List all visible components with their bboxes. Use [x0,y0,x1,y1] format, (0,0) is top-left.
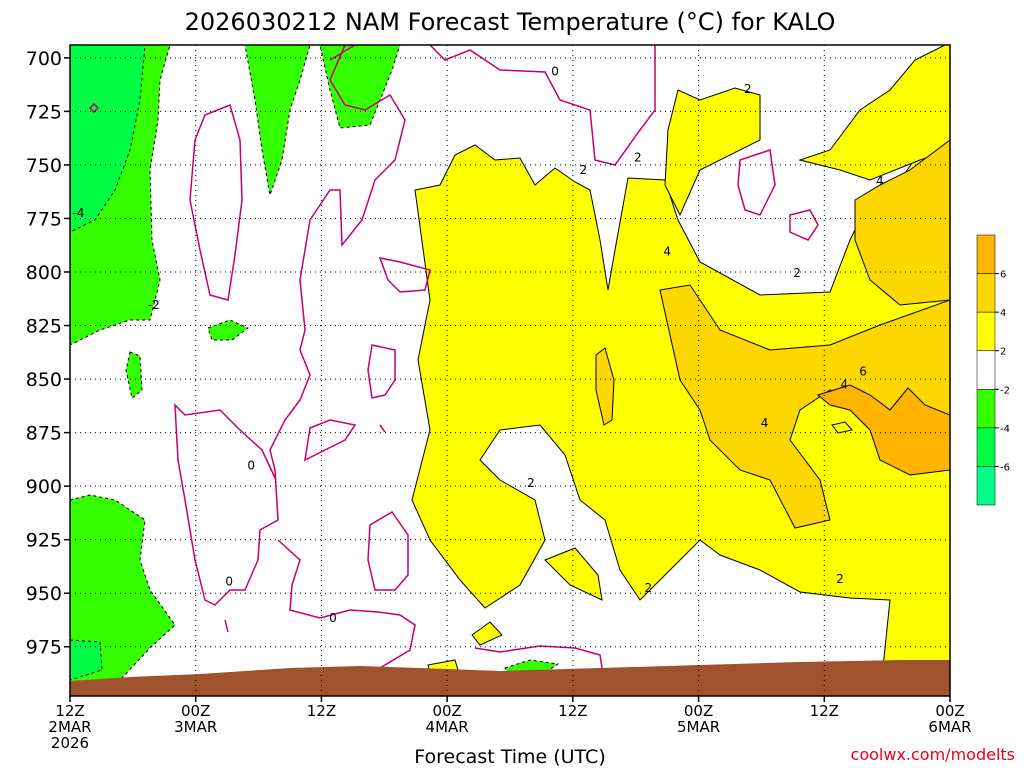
contour-label: 4 [761,416,769,430]
warm-region-6to8 [816,384,950,476]
contour-label: 0 [329,611,337,625]
y-tick-label: 875 [26,423,62,445]
credit-text: coolwx.com/modelts [851,745,1015,764]
colorbar-label: 2 [1000,347,1006,358]
x-tick-label: 12Z [307,702,336,720]
y-tick-label: 825 [26,316,62,338]
y-tick-label: 925 [26,530,62,552]
contour-label: 4 [663,245,671,259]
y-tick-label: 975 [26,637,62,659]
warm-region-top-right [798,45,950,181]
cold-region-core-left [70,45,146,233]
contour-label: 4 [840,377,848,391]
colorbar-band [976,389,996,429]
y-tick-label: 900 [26,476,62,498]
grid-lines [70,45,950,696]
contour-label: -4 [72,206,84,220]
x-tick-label: 00Z [935,702,964,720]
y-tick-label: 850 [26,369,62,391]
cold-region-top-center [319,45,401,129]
x-tick-label: 12Z [558,702,587,720]
y-tick-label: 725 [26,101,62,123]
contour-label: 2 [793,266,801,280]
warm-region-4to6-right [854,139,950,306]
contour-label: 0 [551,65,559,79]
x-tick-label: 12Z [810,702,839,720]
contour-label: 4 [876,174,884,188]
colorbar-band [976,311,996,351]
colorbar-legend: 6 4 2 -2 -4 -6 [976,234,1010,506]
cold-region-cell-a [207,319,249,341]
cold-region-core-bottom-left [70,639,103,681]
colorbar-label: -6 [1000,462,1010,473]
x-axis-label: Forecast Time (UTC) [414,746,605,768]
x-tick-label: 3MAR [174,718,217,736]
contour-label: 2 [580,163,588,177]
ground-surface [70,660,950,696]
x-tick-label: 12Z [55,702,84,720]
contour-label: 0 [247,459,255,473]
colorbar-band [976,234,996,274]
colorbar-band [976,350,996,390]
plot-frame [69,44,951,697]
colorbar-band [976,273,996,313]
contour-label: 0 [225,574,233,588]
contour-label: 2 [644,581,652,595]
x-tick-label: 00Z [432,702,461,720]
x-tick-label: 5MAR [677,718,720,736]
contour-label: -2 [148,298,160,312]
contour-label: 2 [836,572,844,586]
y-tick-label: 800 [26,262,62,284]
y-tick-label: 950 [26,583,62,605]
colorbar-band [976,466,996,506]
chart-title: 2026030212 NAM Forecast Temperature (°C)… [185,8,836,36]
y-tick-label: 750 [26,155,62,177]
cold-region-top-mid [244,45,311,197]
x-tick-label: 4MAR [426,718,469,736]
x-tick-label: 00Z [181,702,210,720]
warm-region-central [411,109,950,696]
cool-island-in-warm [831,421,853,434]
x-tick-label: 6MAR [928,718,971,736]
contour-label: 2 [527,476,535,490]
warm-region-4to6-main [659,284,950,529]
contour-label: 2 [744,82,752,96]
colorbar-label: 6 [1000,270,1006,281]
warm-region-upper-right [664,87,761,217]
colorbar-label: 4 [1000,308,1006,319]
x-tick-label: 2026 [51,734,89,752]
contour-label: 6 [859,365,867,379]
y-tick-label: 700 [26,48,62,70]
colorbar-label: -4 [1000,424,1010,435]
y-axis: 700 725 750 775 800 825 850 875 900 925 950 975 [26,48,70,659]
zero-contours [88,45,819,676]
x-tick-label: 2MAR [48,718,91,736]
cold-region-cell-b [125,351,143,399]
warm-region-4to6-island [595,347,615,426]
x-tick-label: 00Z [684,702,713,720]
colorbar-band [976,427,996,467]
y-tick-label: 775 [26,208,62,230]
colorbar-label: -2 [1000,385,1010,396]
contour-label: 2 [634,150,642,164]
